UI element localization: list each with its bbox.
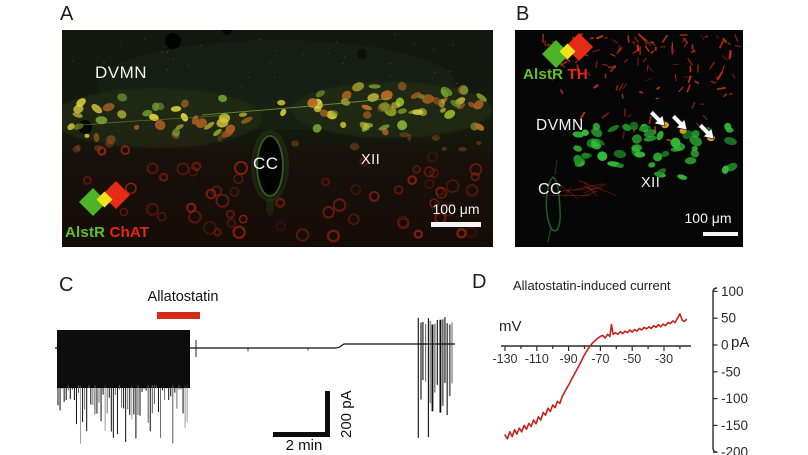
- panel-b-micrograph: AlstR TH DVMN CC XII 100 μm: [515, 30, 743, 247]
- current-trace: [55, 317, 455, 444]
- x-tick-label: -30: [655, 352, 673, 366]
- x-axis-unit-label: mV: [499, 318, 522, 335]
- panel-b-legend-green: AlstR: [523, 66, 564, 83]
- y-tick-label: -150: [721, 418, 748, 433]
- panel-b-scale-label: 100 μm: [684, 210, 732, 226]
- allatostatin-annotation: Allatostatin: [147, 289, 219, 305]
- iv-axes: -130 -110 -90 -70 -50 -30 100 50 0 -50 -100 -150 -20…: [492, 284, 748, 455]
- x-tick-label: -50: [623, 352, 641, 366]
- panel-a-legend-red: ChAT: [109, 224, 150, 241]
- allatostatin-application-bar: [157, 312, 200, 319]
- panel-a-fiber-layer: [81, 97, 393, 126]
- panel-c-label: C: [59, 274, 74, 296]
- time-scale-label: 2 min: [285, 437, 323, 454]
- panel-b-region-cc: CC: [538, 181, 563, 198]
- panel-a-scale-bar: [431, 222, 481, 227]
- panel-b-scale-bar: [703, 232, 738, 236]
- panel-c-scale-bars: [273, 391, 330, 437]
- panel-a-scale-label: 100 μm: [432, 201, 480, 217]
- iv-curve: [504, 313, 688, 440]
- panel-a-image-canvas: [62, 30, 493, 247]
- overlap-diamond-icon: [79, 181, 130, 216]
- x-tick-label: -70: [591, 352, 609, 366]
- panel-d-label: D: [472, 271, 487, 293]
- panel-a-legend: AlstR ChAT: [65, 224, 149, 241]
- y-tick-label: -50: [721, 364, 741, 379]
- panel-a-region-dvmn: DVMN: [95, 63, 148, 82]
- y-tick-label: -100: [721, 391, 748, 406]
- panel-a-region-cc: CC: [253, 154, 279, 173]
- panel-a-central-canal: [251, 130, 289, 216]
- panel-a-legend-green: AlstR: [65, 224, 106, 241]
- panel-b-image-canvas: [515, 30, 743, 247]
- current-scale-label: 200 pA: [338, 390, 355, 438]
- panel-b-legend: AlstR TH: [523, 66, 588, 83]
- panel-a-region-xii: XII: [361, 152, 381, 168]
- y-tick-label: 50: [721, 311, 736, 326]
- y-tick-label: 0: [721, 338, 729, 353]
- panel-b-label: B: [516, 3, 530, 25]
- x-tick-label: -110: [525, 352, 549, 366]
- panel-a-label: A: [60, 3, 74, 25]
- panel-b-legend-red: TH: [567, 66, 588, 83]
- y-tick-label: 100: [721, 284, 744, 299]
- panel-b-region-dvmn: DVMN: [536, 117, 584, 134]
- overlap-diamond-icon: [542, 33, 593, 68]
- iv-curve-plot: -130 -110 -90 -70 -50 -30 100 50 0 -50 -100 -150 -20…: [492, 284, 748, 455]
- x-tick-label: -130: [492, 352, 517, 366]
- panel-c-trace-plot: [55, 317, 455, 444]
- x-tick-label: -90: [560, 352, 578, 366]
- panel-b-green-cell-layer: [572, 121, 738, 180]
- panel-a-micrograph: DVMN CC XII AlstR ChAT 100 μm: [62, 30, 493, 247]
- panel-b-background: [515, 30, 743, 247]
- panel-b-arrows: [649, 110, 715, 140]
- panel-b-central-canal: [545, 159, 561, 243]
- y-axis-unit-label: pA: [731, 334, 750, 351]
- panel-a-cell-layer: [67, 33, 487, 243]
- panel-d-title: Allatostatin-induced current: [513, 278, 671, 293]
- y-tick-label: -200: [721, 445, 748, 455]
- panel-b-region-xii: XII: [641, 175, 661, 191]
